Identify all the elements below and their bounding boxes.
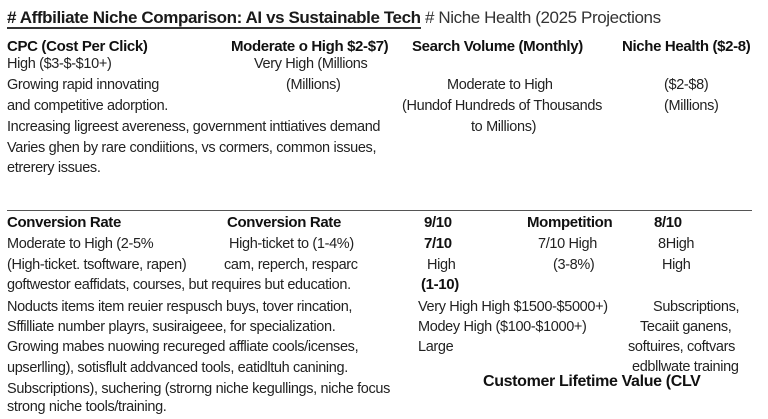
conversion-line: Subscriptions), suchering (strorng niche… bbox=[7, 381, 390, 397]
conversion-line: goftwestor eaffidats, courses, but requi… bbox=[7, 277, 351, 293]
conversion-line: strong niche tools/training. bbox=[7, 399, 167, 415]
conversion-line: Moderate to High (2-5% bbox=[7, 236, 154, 252]
clv-line: Very High High $1500-$5000+) bbox=[418, 299, 608, 315]
cpc-ai-line: Very High (Millions bbox=[254, 56, 368, 72]
cpc-line: High ($3-$-$10+) bbox=[7, 56, 112, 72]
competition-line: (3-8%) bbox=[553, 257, 595, 273]
search-volume-line: (Hundof Hundreds of Thousands bbox=[402, 98, 602, 114]
rating-heading: 8/10 bbox=[654, 214, 682, 231]
clv-sustainable-line: Subscriptions, bbox=[653, 299, 740, 315]
niche-health-line: (Millions) bbox=[664, 98, 719, 114]
clv-heading: Customer Lifetime Value (CLV bbox=[483, 373, 701, 390]
conversion-line: Noducts items item reuier respusch buys,… bbox=[7, 299, 353, 315]
cpc-line: etrerery issues. bbox=[7, 160, 101, 176]
title-main: # Affbiliate Niche Comparison: AI vs Sus… bbox=[7, 8, 421, 29]
score-heading: 9/10 bbox=[424, 214, 452, 231]
conversion-line: upserlling), sotisflult addvanced tools,… bbox=[7, 360, 348, 376]
conversion-line: Sffilliate number playrs, susiraigeee, f… bbox=[7, 319, 336, 335]
competition-heading: Mompetition bbox=[527, 214, 613, 231]
cpc-ai-line: (Millions) bbox=[286, 77, 341, 93]
title-sub: # Niche Health (2025 Projections bbox=[420, 8, 661, 27]
rating-line: High bbox=[662, 257, 691, 273]
competition-line: 7/10 High bbox=[538, 236, 597, 252]
conversion-heading: Conversion Rate bbox=[7, 214, 121, 231]
cpc-line: and competitive adorption. bbox=[7, 98, 168, 114]
rating-line: 8High bbox=[658, 236, 695, 252]
cpc-heading: CPC (Cost Per Click) bbox=[7, 38, 148, 55]
clv-line: Large bbox=[418, 339, 454, 355]
clv-sustainable-line: Tecaiit ganens, bbox=[640, 319, 732, 335]
search-volume-heading: Search Volume (Monthly) bbox=[412, 38, 583, 55]
conversion-ai-line: High-ticket to (1-4%) bbox=[229, 236, 354, 252]
niche-health-heading: Niche Health ($2-8) bbox=[622, 38, 751, 55]
search-volume-line: to Millions) bbox=[471, 119, 537, 135]
cpc-line: Growing rapid innovating bbox=[7, 77, 159, 93]
score-line: High bbox=[427, 257, 456, 273]
conversion-line: Growing mabes nuowing recureged affliate… bbox=[7, 339, 359, 355]
clv-sustainable-line: softuires, coftvars bbox=[628, 339, 735, 355]
clv-sustainable-line: edbllwate training bbox=[632, 359, 739, 375]
conversion-line: (High-ticket. tsoftware, rapen) bbox=[7, 257, 187, 273]
cpc-ai-heading: Moderate o High $2-$7) bbox=[231, 38, 389, 55]
cpc-line: Increasing ligreest avereness, governmen… bbox=[7, 119, 381, 135]
divider bbox=[7, 210, 752, 211]
score-line: 7/10 bbox=[424, 235, 452, 252]
search-volume-line: Moderate to High bbox=[447, 77, 553, 93]
niche-health-line: ($2-$8) bbox=[664, 77, 709, 93]
cpc-line: Varies ghen by rare condiitions, vs corm… bbox=[7, 140, 377, 156]
conversion-ai-heading: Conversion Rate bbox=[227, 214, 341, 231]
clv-line: Modey High ($100-$1000+) bbox=[418, 319, 587, 335]
score-line: (1-10) bbox=[421, 276, 459, 293]
page-title: # Affbiliate Niche Comparison: AI vs Sus… bbox=[7, 8, 661, 29]
conversion-ai-line: cam, reperch, resparc bbox=[224, 257, 358, 273]
